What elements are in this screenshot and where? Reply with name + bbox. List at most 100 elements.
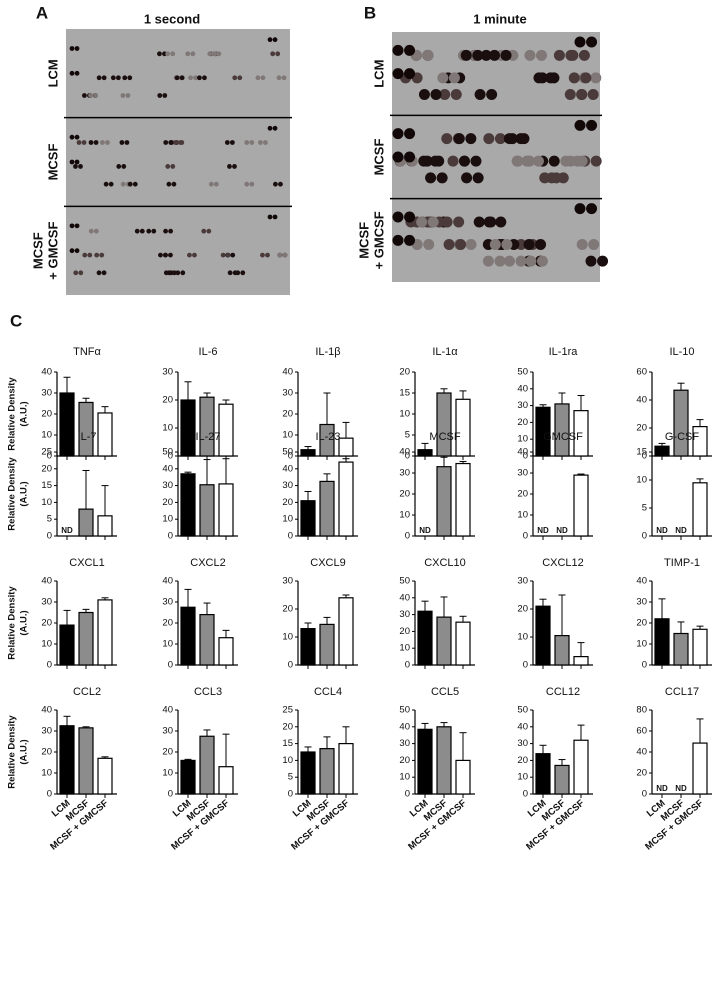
blot-spot <box>550 172 562 184</box>
bar <box>218 403 234 457</box>
y-tick-label: 0 <box>47 451 52 462</box>
blot-spot <box>439 89 451 100</box>
y-tick-label: 40 <box>41 576 52 587</box>
blot-spot <box>472 172 484 184</box>
blot-spot <box>69 223 75 229</box>
blot-spot <box>392 44 404 56</box>
blot-spot <box>69 134 75 140</box>
blot-spot <box>536 49 548 61</box>
blot-spot <box>121 164 127 169</box>
blot-spot <box>96 75 102 81</box>
blot-spot <box>146 228 152 234</box>
blot-spot <box>483 133 495 145</box>
y-tick-label: 40 <box>282 463 293 474</box>
panel-title: 1 minute <box>473 11 526 26</box>
bar <box>338 461 354 537</box>
blot-spot <box>81 140 87 145</box>
y-tick-label: 20 <box>636 618 647 629</box>
blot-spot <box>170 164 176 169</box>
bar <box>97 599 113 666</box>
bar <box>436 392 452 457</box>
blot-spots <box>69 37 287 98</box>
blot-spot <box>122 75 128 81</box>
blot-spot <box>443 239 455 250</box>
y-tick-label: 20 <box>162 395 173 406</box>
blot-spot <box>78 164 83 169</box>
bar <box>436 466 452 537</box>
y-tick-label: 40 <box>636 395 647 406</box>
blot-spot <box>103 181 109 187</box>
y-axis-label: Relative Density <box>7 586 18 660</box>
y-tick-label: 10 <box>399 510 410 521</box>
blot-spot <box>480 49 492 61</box>
blot-spot <box>174 75 180 81</box>
bar <box>199 396 215 457</box>
y-tick-label: 10 <box>399 772 410 783</box>
chart-title: MCSF <box>429 431 460 443</box>
blot-spot <box>404 68 416 80</box>
blot-spot <box>260 252 265 258</box>
y-tick-label: 50 <box>517 367 528 378</box>
y-tick-label: 10 <box>517 510 528 521</box>
blot-spot <box>163 228 168 234</box>
blot-spot <box>82 93 87 98</box>
blot-spot <box>535 239 547 250</box>
blot-spots <box>392 36 602 100</box>
y-tick-label: 20 <box>517 417 528 428</box>
blot-spot <box>110 75 116 81</box>
chart-title: CXCL12 <box>542 557 584 569</box>
bar <box>455 398 471 457</box>
bar <box>300 627 316 666</box>
blot-spot <box>273 181 278 187</box>
blot-spot <box>232 164 237 169</box>
y-tick-label: 20 <box>517 489 528 500</box>
y-tick-label: 10 <box>282 755 293 766</box>
blot-spot <box>74 159 80 165</box>
bar <box>338 742 354 795</box>
y-tick-label: 0 <box>168 660 173 671</box>
blot-spot <box>227 164 232 169</box>
chart-title: TNFα <box>73 346 101 358</box>
y-tick-label: 80 <box>636 705 647 716</box>
y-tick-label: 20 <box>41 463 52 474</box>
blot-spot <box>270 51 276 57</box>
blot-spot <box>421 155 433 167</box>
y-tick-label: 10 <box>517 772 528 783</box>
nd-label: ND <box>556 526 568 535</box>
y-tick-label: 30 <box>282 576 293 587</box>
blot-spot <box>276 75 282 81</box>
blot-spot <box>474 89 486 100</box>
y-tick-label: 30 <box>41 388 52 399</box>
blot-spot <box>448 72 460 84</box>
y-tick-label: 40 <box>162 463 173 474</box>
bar <box>535 406 551 457</box>
blot-spot <box>265 252 270 258</box>
blot-spot <box>69 159 75 165</box>
blot-spot <box>93 93 99 98</box>
y-axis-label: (A.U.) <box>19 739 30 764</box>
bar <box>300 500 316 537</box>
bar <box>97 412 113 457</box>
blot-spot <box>392 211 404 223</box>
blot-spot <box>225 252 231 258</box>
y-axis-label: Relative Density <box>7 377 18 451</box>
y-tick-label: 40 <box>41 367 52 378</box>
y-tick-label: 10 <box>399 409 410 420</box>
blot-spot <box>101 75 107 81</box>
blot-spot <box>392 234 404 246</box>
y-tick-label: 0 <box>288 531 293 542</box>
bar <box>436 726 452 795</box>
blot-spot <box>179 75 185 81</box>
blot-spot <box>230 252 236 258</box>
blot-spot <box>162 93 168 98</box>
chart-title: CCL17 <box>665 686 699 698</box>
blot-spot <box>74 134 80 140</box>
chart-title: TIMP-1 <box>664 557 700 569</box>
y-tick-label: 30 <box>399 738 410 749</box>
y-tick-label: 0 <box>47 660 52 671</box>
blot-spot <box>503 133 515 145</box>
row-label: MCSF <box>371 139 386 176</box>
blot-spot <box>278 181 283 187</box>
y-tick-label: 5 <box>405 430 410 441</box>
